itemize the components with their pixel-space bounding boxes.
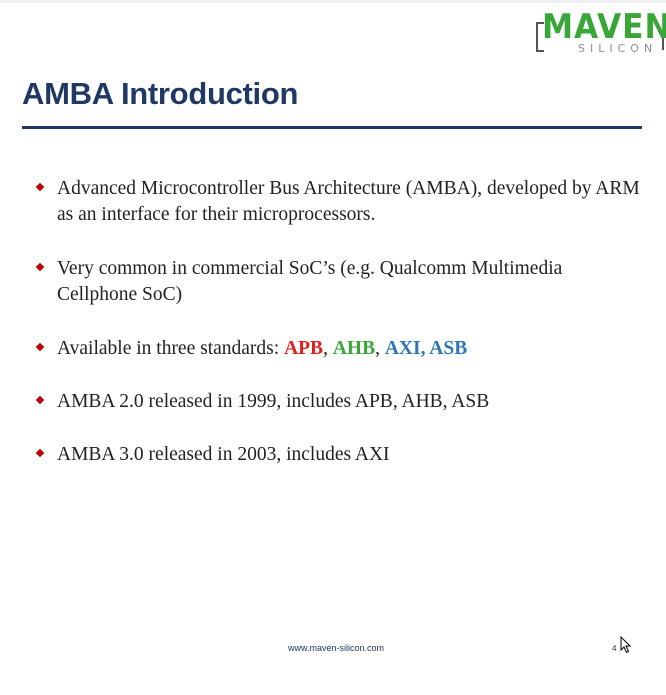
logo-wordmark: MAVEN bbox=[542, 7, 666, 47]
bullet-text: Very common in commercial SoC’s (e.g. Qu… bbox=[57, 258, 563, 305]
bullet-diamond-icon bbox=[35, 395, 45, 405]
logo-subtext: SILICON bbox=[578, 42, 658, 55]
standard-separator: , bbox=[323, 338, 333, 359]
standard-apb: APB bbox=[284, 338, 324, 359]
standard-ahb: AHB bbox=[332, 338, 376, 359]
mouse-cursor-icon bbox=[620, 636, 632, 654]
standard-separator: , bbox=[375, 338, 385, 359]
bullet-item-standards: Available in three standards: APB, AHB, … bbox=[35, 336, 646, 362]
standard-axi: AXI bbox=[384, 338, 421, 359]
bullet-item: AMBA 2.0 released in 1999, includes APB,… bbox=[35, 389, 646, 415]
slide-title: AMBA Introduction bbox=[22, 76, 299, 111]
title-underline bbox=[22, 126, 642, 129]
bullet-item: Advanced Microcontroller Bus Architectur… bbox=[35, 176, 646, 228]
bullet-text: Available in three standards: bbox=[57, 338, 285, 359]
bullet-item: AMBA 3.0 released in 2003, includes AXI bbox=[35, 442, 646, 468]
bullet-diamond-icon bbox=[35, 182, 45, 192]
footer-url-link[interactable]: www.maven-silicon.com bbox=[288, 643, 385, 653]
standard-asb: ASB bbox=[429, 338, 468, 359]
bullet-diamond-icon bbox=[35, 342, 45, 352]
page-number: 4 bbox=[612, 644, 617, 653]
maven-silicon-logo: MAVEN SILICON bbox=[536, 7, 666, 58]
bullet-text: Advanced Microcontroller Bus Architectur… bbox=[57, 178, 640, 225]
standard-separator: , bbox=[420, 338, 430, 359]
bullet-item: Very common in commercial SoC’s (e.g. Qu… bbox=[35, 256, 646, 308]
bullet-diamond-icon bbox=[35, 448, 45, 458]
logo-bracket-left bbox=[536, 22, 544, 52]
bullet-text: AMBA 2.0 released in 1999, includes APB,… bbox=[57, 391, 490, 412]
top-edge bbox=[0, 0, 666, 3]
logo-bracket-right bbox=[658, 38, 664, 50]
bullet-diamond-icon bbox=[35, 262, 45, 272]
bullet-text: AMBA 3.0 released in 2003, includes AXI bbox=[57, 444, 390, 465]
bullet-list: Advanced Microcontroller Bus Architectur… bbox=[35, 176, 646, 468]
